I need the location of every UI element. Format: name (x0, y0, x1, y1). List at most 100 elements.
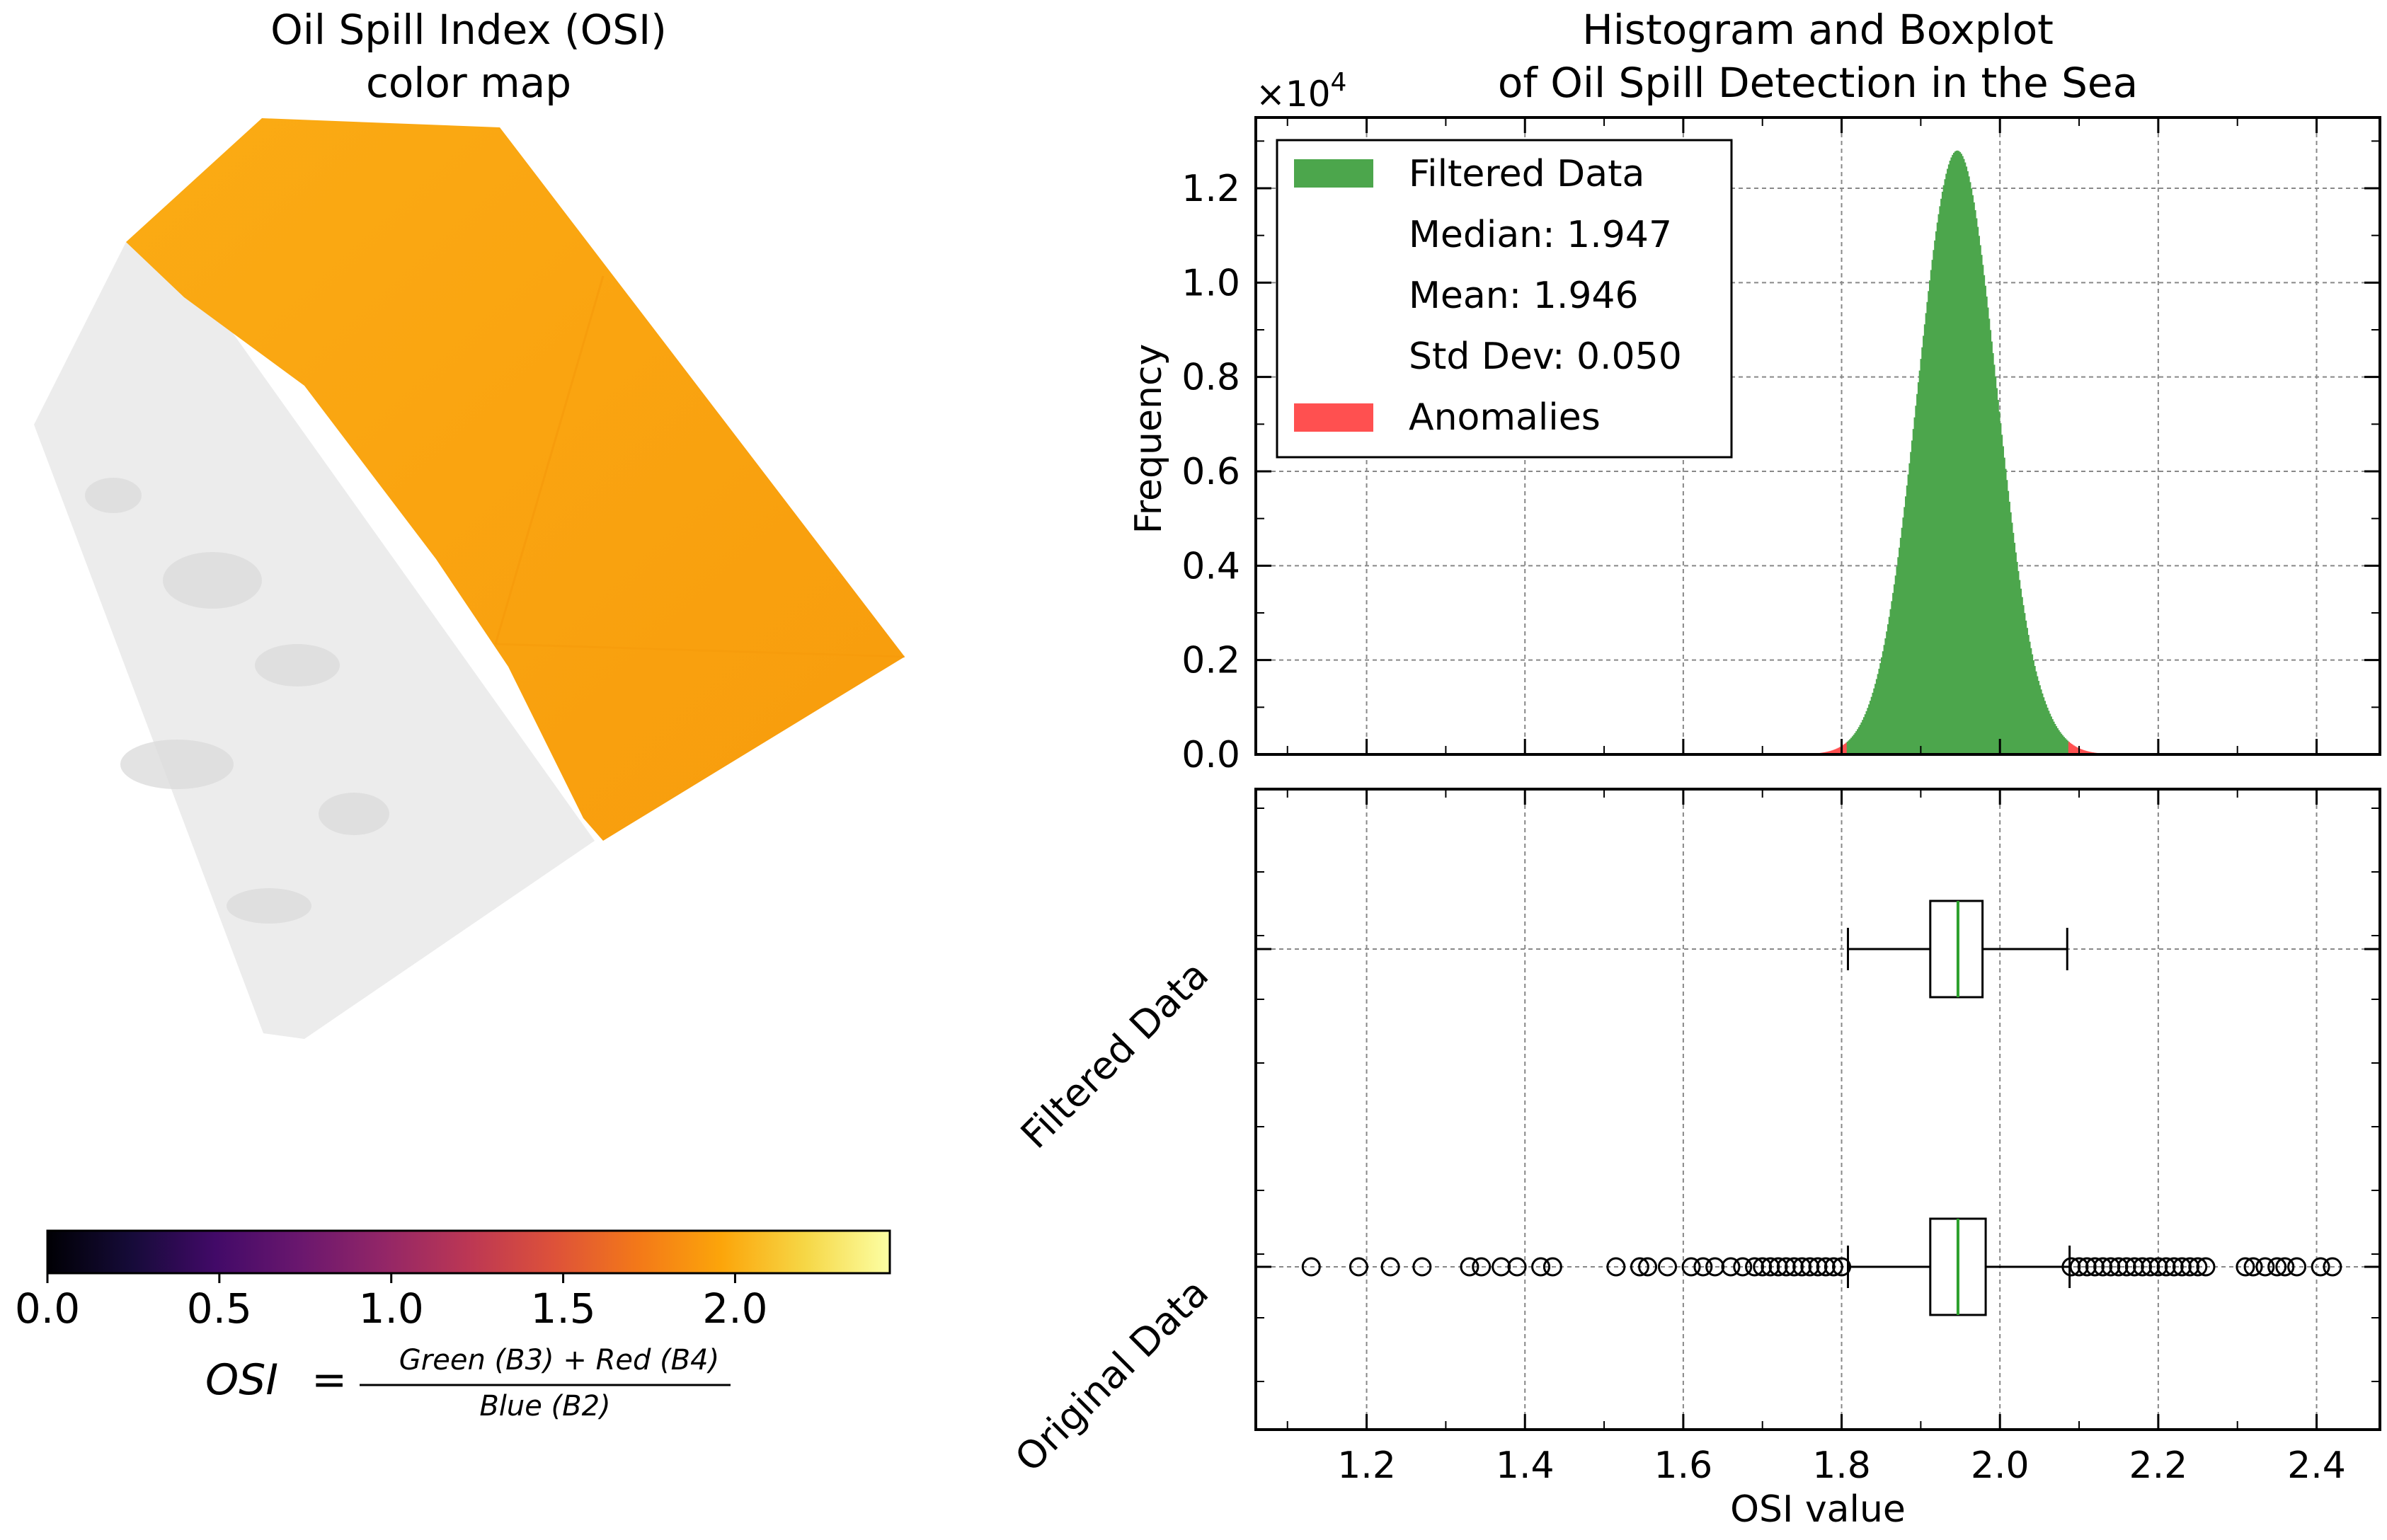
histogram-bar-filtered (1886, 631, 1888, 754)
boxplot-outlier (1745, 1257, 1765, 1277)
histogram-bar-filtered (2042, 693, 2044, 754)
histogram-bar-anomaly (1844, 743, 1846, 754)
histogram-bar-filtered (1984, 285, 1986, 754)
boxplot-outlier (1507, 1257, 1527, 1277)
histogram-bar-filtered (2058, 730, 2060, 754)
histogram-bar-anomaly (1830, 750, 1832, 754)
histogram-bar-filtered (1945, 173, 1947, 754)
boxplot-x-axis-label: OSI value (1730, 1488, 1906, 1531)
histogram-bar-filtered (1892, 592, 1894, 754)
histogram-bar-anomaly (2079, 749, 2082, 754)
legend-label-filtered: Filtered Data (1409, 153, 1644, 195)
histogram-y-ticks: 0.0 0.2 0.4 0.6 0.8 1.0 1.2 (1181, 140, 2380, 776)
histogram-bar-filtered (1944, 179, 1946, 754)
boxplot-outlier (2164, 1257, 2184, 1277)
histogram-bar-filtered (1996, 388, 1998, 754)
colorbar-tick-label: 0.0 (15, 1285, 80, 1333)
histogram-bar-filtered (1896, 566, 1898, 754)
histogram-title-line-2: of Oil Spill Detection in the Sea (1498, 59, 2138, 107)
histogram-bar-anomaly (2069, 742, 2071, 754)
colorbar-ticks: 0.0 0.5 1.0 1.5 2.0 (15, 1273, 768, 1333)
histogram-bar-filtered (1982, 265, 1984, 754)
histogram-bar-filtered (1950, 157, 1952, 754)
histogram-bar-filtered (1860, 722, 1862, 754)
histogram-y-tick-label: 0.4 (1181, 545, 1240, 587)
boxplot-x-tick-label: 2.2 (2129, 1444, 2188, 1487)
histogram-bar-filtered (2017, 570, 2020, 754)
histogram-bar-filtered (1916, 393, 1918, 754)
boxplot-outlier (1824, 1257, 1843, 1277)
histogram-bar-filtered (2032, 660, 2034, 754)
legend-label-median: Median: 1.947 (1409, 214, 1672, 256)
histogram-bar-filtered (1884, 638, 1887, 754)
map-title-line-1: Oil Spill Index (OSI) (270, 6, 667, 54)
histogram-bar-filtered (1959, 151, 1962, 755)
histogram-bar-filtered (1935, 231, 1937, 754)
histogram-bar-filtered (2026, 628, 2028, 754)
histogram-bar-filtered (1930, 270, 1932, 754)
boxplot-outlier (1800, 1257, 1820, 1277)
histogram-bar-filtered (1882, 651, 1884, 754)
boxplot-box (1929, 900, 1984, 999)
boxplot-outlier (2077, 1257, 2097, 1277)
boxplot-outlier (1542, 1257, 1562, 1277)
histogram-bar-filtered (2037, 676, 2039, 754)
histogram-bar-filtered (2061, 733, 2063, 754)
histogram-bar-filtered (1899, 537, 1902, 754)
histogram-bar-anomaly (1833, 749, 1836, 754)
histogram-bar-filtered (1870, 696, 1872, 754)
histogram-bar-filtered (1955, 150, 1957, 755)
histogram-bar-filtered (2037, 681, 2040, 754)
land-texture (85, 478, 389, 924)
histogram-bar-anomaly (2085, 751, 2088, 754)
histogram-bar-filtered (1848, 740, 1850, 754)
histogram-bar-filtered (2053, 721, 2055, 754)
boxplot-x-tick-label: 1.4 (1496, 1444, 1555, 1487)
histogram-bar-filtered (2013, 542, 2016, 754)
histogram-bar-filtered (2067, 740, 2069, 754)
boxplot-outlier (2243, 1257, 2263, 1277)
histogram-bar-filtered (1883, 645, 1885, 754)
histogram-bar-filtered (1953, 152, 1955, 755)
histogram-bar-filtered (1907, 474, 1909, 754)
histogram-bar-filtered (2066, 739, 2068, 754)
histogram-bar-filtered (1888, 616, 1890, 754)
boxplot-outlier (1380, 1257, 1400, 1277)
histogram-bar-filtered (2013, 532, 2015, 754)
histogram-bar-filtered (2030, 648, 2032, 754)
colorbar-tick-label: 1.0 (359, 1285, 424, 1333)
histogram-bar-filtered (2051, 719, 2054, 754)
boxplot-outlier (2133, 1257, 2153, 1277)
histogram-bar-filtered (1915, 406, 1917, 754)
histogram-bar-filtered (1874, 684, 1877, 754)
boxplot-outlier (1768, 1257, 1788, 1277)
histogram-bar-filtered (2043, 697, 2045, 754)
histogram-bar-filtered (2059, 732, 2061, 754)
histogram-bar-anomaly (2087, 751, 2089, 754)
histogram-bar-filtered (2064, 738, 2066, 754)
histogram-bar-anomaly (1845, 742, 1848, 754)
boxplot-outlier (2109, 1257, 2129, 1277)
histogram-bar-filtered (1862, 717, 1865, 754)
histogram-bar-filtered (1910, 452, 1912, 754)
histogram-bar-anomaly (2080, 749, 2083, 754)
boxplot-outlier (1412, 1257, 1432, 1277)
boxplot-outlier (1832, 1257, 1852, 1277)
histogram-bar-filtered (1997, 399, 1999, 754)
map-title-line-2: color map (366, 59, 571, 107)
histogram-y-tick-label: 0.0 (1181, 734, 1240, 776)
histogram-bar-filtered (1977, 226, 1979, 754)
histogram-bar-anomaly (1838, 747, 1841, 754)
histogram-bar-filtered (2005, 469, 2007, 754)
land-area (34, 242, 595, 1039)
histogram-bar-anomaly (2073, 745, 2076, 754)
histogram-bar-anomaly (1833, 749, 1835, 754)
boxplot-outlier (2061, 1257, 2081, 1277)
histogram-bar-filtered (1941, 191, 1944, 754)
boxplot-outlier (2275, 1257, 2295, 1277)
legend-label-mean: Mean: 1.946 (1409, 275, 1639, 317)
histogram-bar-filtered (2021, 597, 2023, 754)
swath-seam (494, 275, 605, 645)
histogram-bar-filtered (2029, 641, 2031, 754)
histogram-bar-filtered (2048, 711, 2050, 754)
